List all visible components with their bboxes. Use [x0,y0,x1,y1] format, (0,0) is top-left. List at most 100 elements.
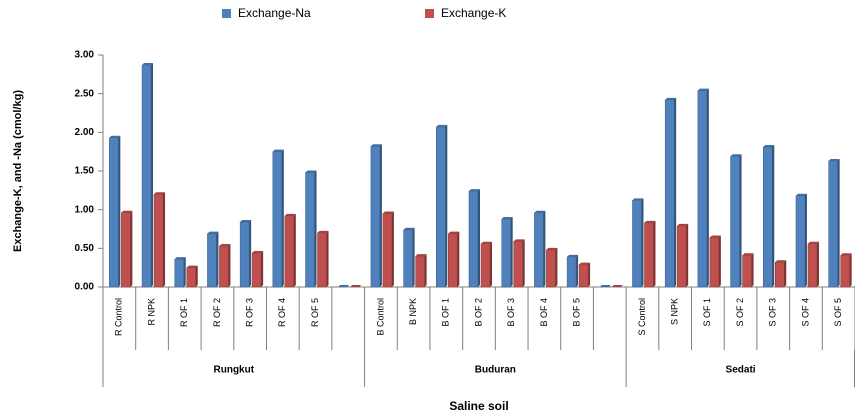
bar-top [317,230,329,233]
bar [239,221,250,288]
y-tick-label: 2.50 [75,88,95,99]
bar [448,233,458,288]
bar-top [795,193,807,196]
bar-top [513,239,525,242]
bar [632,200,642,288]
bar [403,229,413,288]
bar-top [403,227,415,230]
bar-top [415,254,427,257]
bar-top [219,244,231,247]
x-tick-label: R OF 1 [179,298,189,327]
bar-side [837,158,840,287]
bar [382,213,393,288]
bar [807,243,818,288]
bar-top [121,210,133,213]
bar-top [807,241,819,244]
bar-top [481,241,492,244]
bar-side [118,135,121,287]
x-tick-label: B OF 4 [539,298,549,327]
bar-side [784,260,787,287]
bar [664,99,675,288]
bar [109,137,119,288]
bar-side [163,192,166,287]
bar-side [555,247,558,287]
bar-top [154,192,166,195]
bar-side [478,189,480,287]
x-tick-label: S OF 2 [735,298,745,327]
bar-side [195,265,198,287]
bar-top [501,216,513,219]
bar-top [665,97,677,100]
legend-swatch [222,9,231,18]
bar-side [228,244,231,287]
bar-top [579,262,591,265]
bar-top [534,210,546,213]
bar [795,195,806,288]
bar-side [281,149,284,287]
bar [284,215,295,288]
x-tick-label: R NPK [146,298,156,326]
bar [153,193,164,288]
x-tick-label: B Control [375,298,385,336]
x-tick-label: B OF 1 [441,298,451,327]
bar-top [252,250,264,253]
group-label: Buduran [475,365,516,376]
x-tick-label: R OF 2 [212,298,222,327]
bar [272,151,283,288]
bar-side [706,88,709,287]
bar [174,258,184,288]
bar [513,241,523,288]
bar [730,156,740,288]
bar [207,233,217,288]
bar-top [240,220,252,223]
legend-label: Exchange-K [441,6,506,20]
bar-top [697,88,709,91]
bar [644,222,654,288]
bar [578,264,589,288]
bar-top [599,285,611,287]
y-tick-label: 1.50 [75,166,95,177]
bar [436,126,446,288]
bar [219,245,229,288]
x-tick-label: B OF 2 [473,298,483,327]
bar-side [293,213,296,287]
bar-side [424,254,427,287]
bar-side [391,211,394,287]
bar [370,146,381,288]
bar-side [130,210,133,287]
y-tick-label: 2.00 [75,127,95,138]
bar-side [216,231,219,287]
bar-top [186,265,198,268]
x-tick-label: R OF 4 [277,298,287,327]
x-tick-label: S NPK [670,298,680,325]
bar [501,218,511,288]
bar-side [718,235,721,287]
x-tick-label: S OF 5 [833,298,843,327]
x-tick-label: B NPK [408,298,418,325]
bar [141,64,152,288]
bar [546,249,556,288]
bar [305,172,315,288]
bar-top [709,235,721,238]
x-tick-label: S OF 1 [702,298,712,327]
bar-top [611,285,623,287]
bar-top [730,154,742,157]
legend-swatch [425,9,434,18]
bar-side [457,231,460,287]
bar [251,252,262,288]
bar-side [490,241,492,287]
bar [468,190,479,288]
bar-side [739,154,742,287]
bar [566,256,577,288]
bar-top [742,253,754,256]
bar-top [448,231,460,234]
bar [121,212,131,288]
bar [828,160,838,288]
bar-side [816,241,819,287]
bar-side [751,253,754,287]
bar [186,267,196,288]
bar-top [382,211,394,214]
group-label: Sedati [726,365,756,376]
legend-label: Exchange-Na [238,6,311,20]
